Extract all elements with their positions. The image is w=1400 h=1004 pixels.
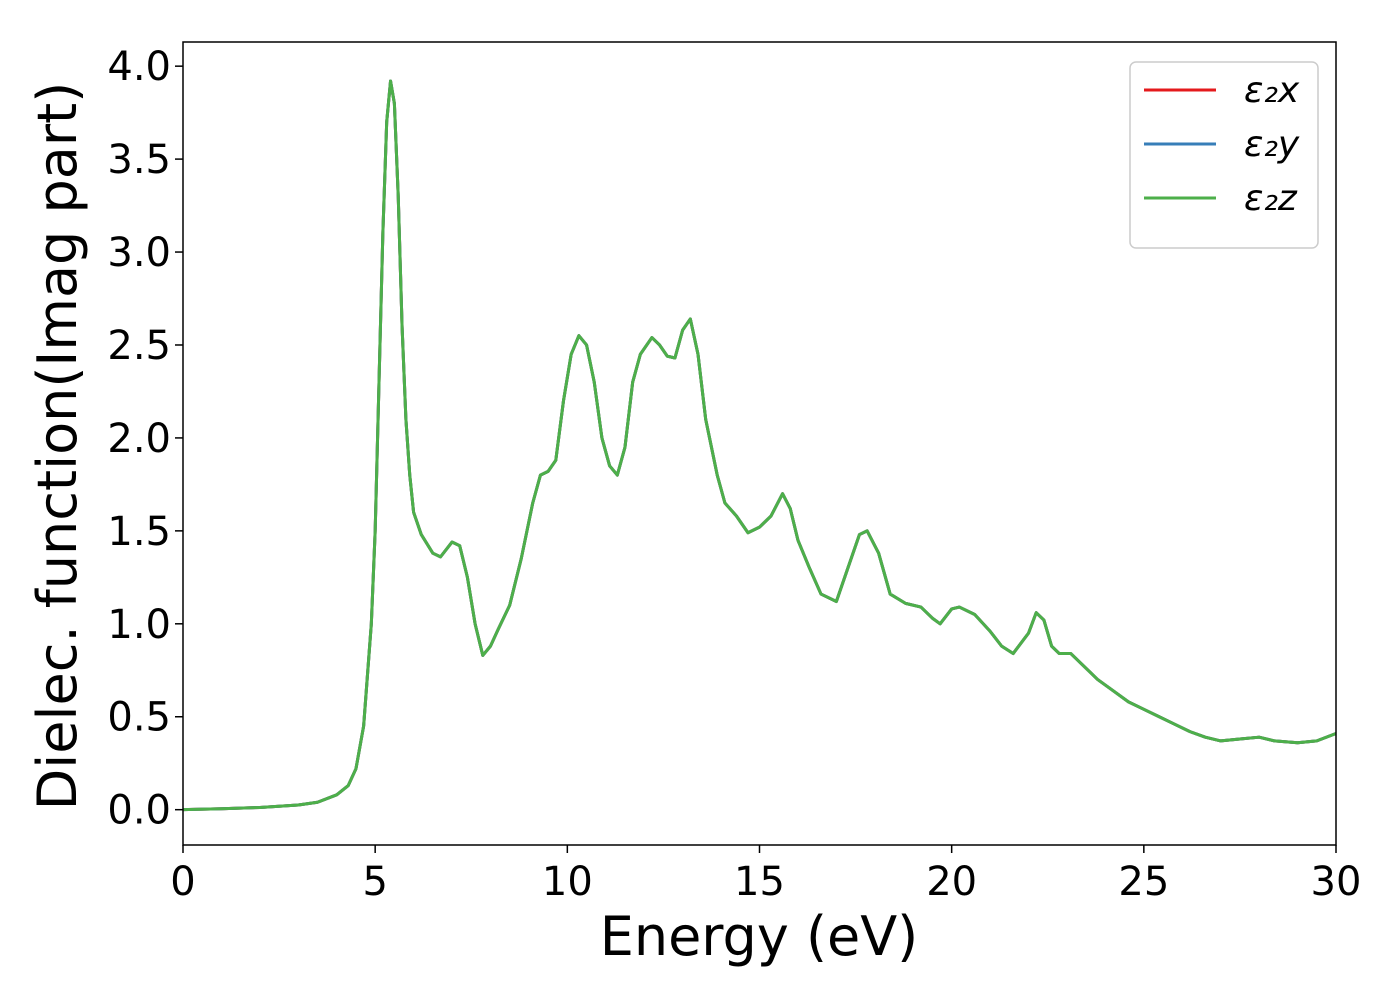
legend: ε₂x ε₂y ε₂z [1129, 61, 1319, 249]
y-tick-label: 2.5 [107, 323, 171, 369]
y-tick-label: 2.0 [107, 416, 171, 462]
y-tick-label: 0.0 [107, 788, 171, 834]
y-tick-label: 1.0 [107, 602, 171, 648]
legend-label: ε₂z [1244, 178, 1298, 219]
y-tick-label: 3.0 [107, 230, 171, 276]
y-tick-label: 3.5 [107, 137, 171, 183]
y-tick-label: 4.0 [107, 44, 171, 90]
x-tick-label: 30 [1311, 859, 1362, 905]
x-axis-label: Energy (eV) [600, 905, 919, 968]
x-tick-label: 10 [542, 859, 593, 905]
x-tick-label: 20 [926, 859, 977, 905]
plot-frame [182, 41, 1337, 846]
y-tick-label: 0.5 [107, 695, 171, 741]
y-axis-label: Dielec. function(Imag part) [26, 82, 89, 811]
legend-label: ε₂x [1244, 70, 1300, 111]
x-tick-label: 25 [1118, 859, 1169, 905]
legend-label: ε₂y [1244, 124, 1300, 165]
series-line [182, 79, 1337, 812]
y-tick-label: 1.5 [107, 509, 171, 555]
x-tick-label: 0 [170, 859, 195, 905]
x-tick-label: 15 [734, 859, 785, 905]
legend-box [1129, 61, 1319, 249]
x-tick-label: 5 [362, 859, 387, 905]
